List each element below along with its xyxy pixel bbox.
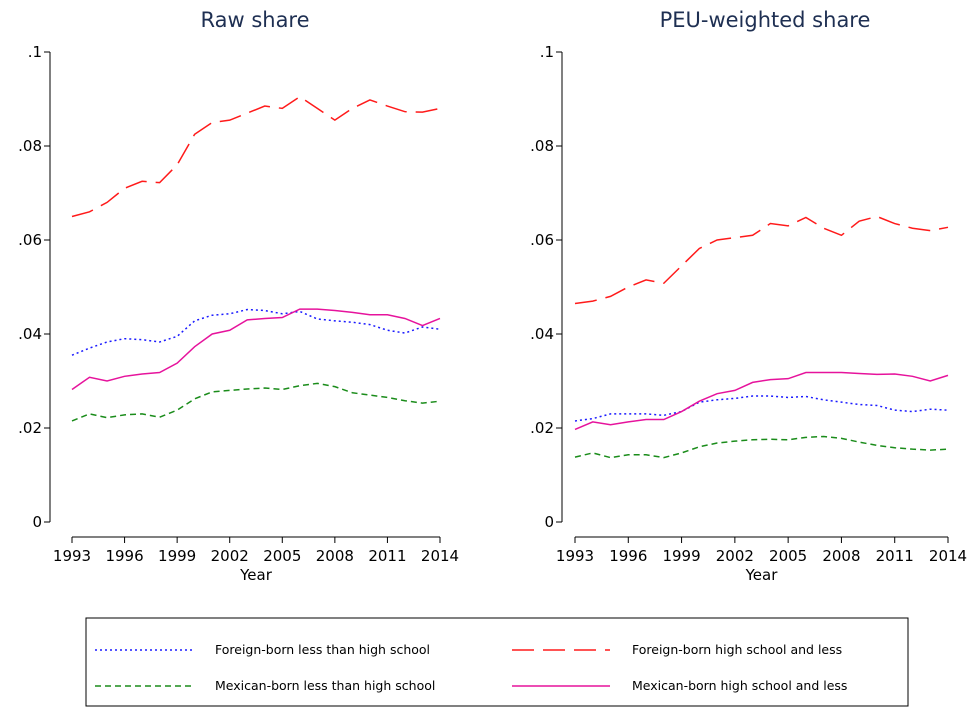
y-tick-label: .06 [18,231,42,249]
x-tick-label: 2002 [716,547,754,565]
x-tick-label: 2008 [316,547,354,565]
x-tick-label: 2008 [822,547,860,565]
y-tick-label: .1 [28,43,42,61]
series-line [574,371,949,431]
series-line [574,215,949,305]
x-tick-label: 1996 [105,547,143,565]
x-tick-label: 1993 [53,547,91,565]
y-tick-label: .02 [18,419,42,437]
y-tick-label: .04 [18,325,42,343]
legend-label: Foreign-born high school and less [632,642,842,657]
x-tick-label: 2005 [769,547,807,565]
x-tick-label: 1999 [662,547,700,565]
x-tick-label: 2011 [876,547,914,565]
x-axis-label: Year [745,566,779,584]
x-tick-label: 1993 [556,547,594,565]
series-line [71,308,441,391]
series-line [71,95,441,218]
series-line [71,382,441,422]
y-tick-label: .08 [530,137,554,155]
y-tick-label: .04 [530,325,554,343]
series-line [574,395,949,422]
y-tick-label: .02 [530,419,554,437]
x-tick-label: 1999 [158,547,196,565]
x-tick-label: 1996 [609,547,647,565]
legend-label: Mexican-born less than high school [215,678,435,693]
chart-title: PEU-weighted share [660,8,871,32]
y-tick-label: .06 [530,231,554,249]
y-tick-label: 0 [544,513,554,531]
x-tick-label: 2002 [211,547,249,565]
x-tick-label: 2011 [368,547,406,565]
series-line [574,435,949,459]
y-tick-label: .08 [18,137,42,155]
x-tick-label: 2014 [929,547,967,565]
x-axis-label: Year [239,566,273,584]
legend-box [85,617,909,707]
x-tick-label: 2005 [263,547,301,565]
x-tick-label: 2014 [421,547,459,565]
y-tick-label: 0 [32,513,42,531]
chart-title: Raw share [200,8,309,32]
legend-label: Foreign-born less than high school [215,642,430,657]
series-line [71,308,441,356]
y-tick-label: .1 [540,43,554,61]
legend-label: Mexican-born high school and less [632,678,847,693]
